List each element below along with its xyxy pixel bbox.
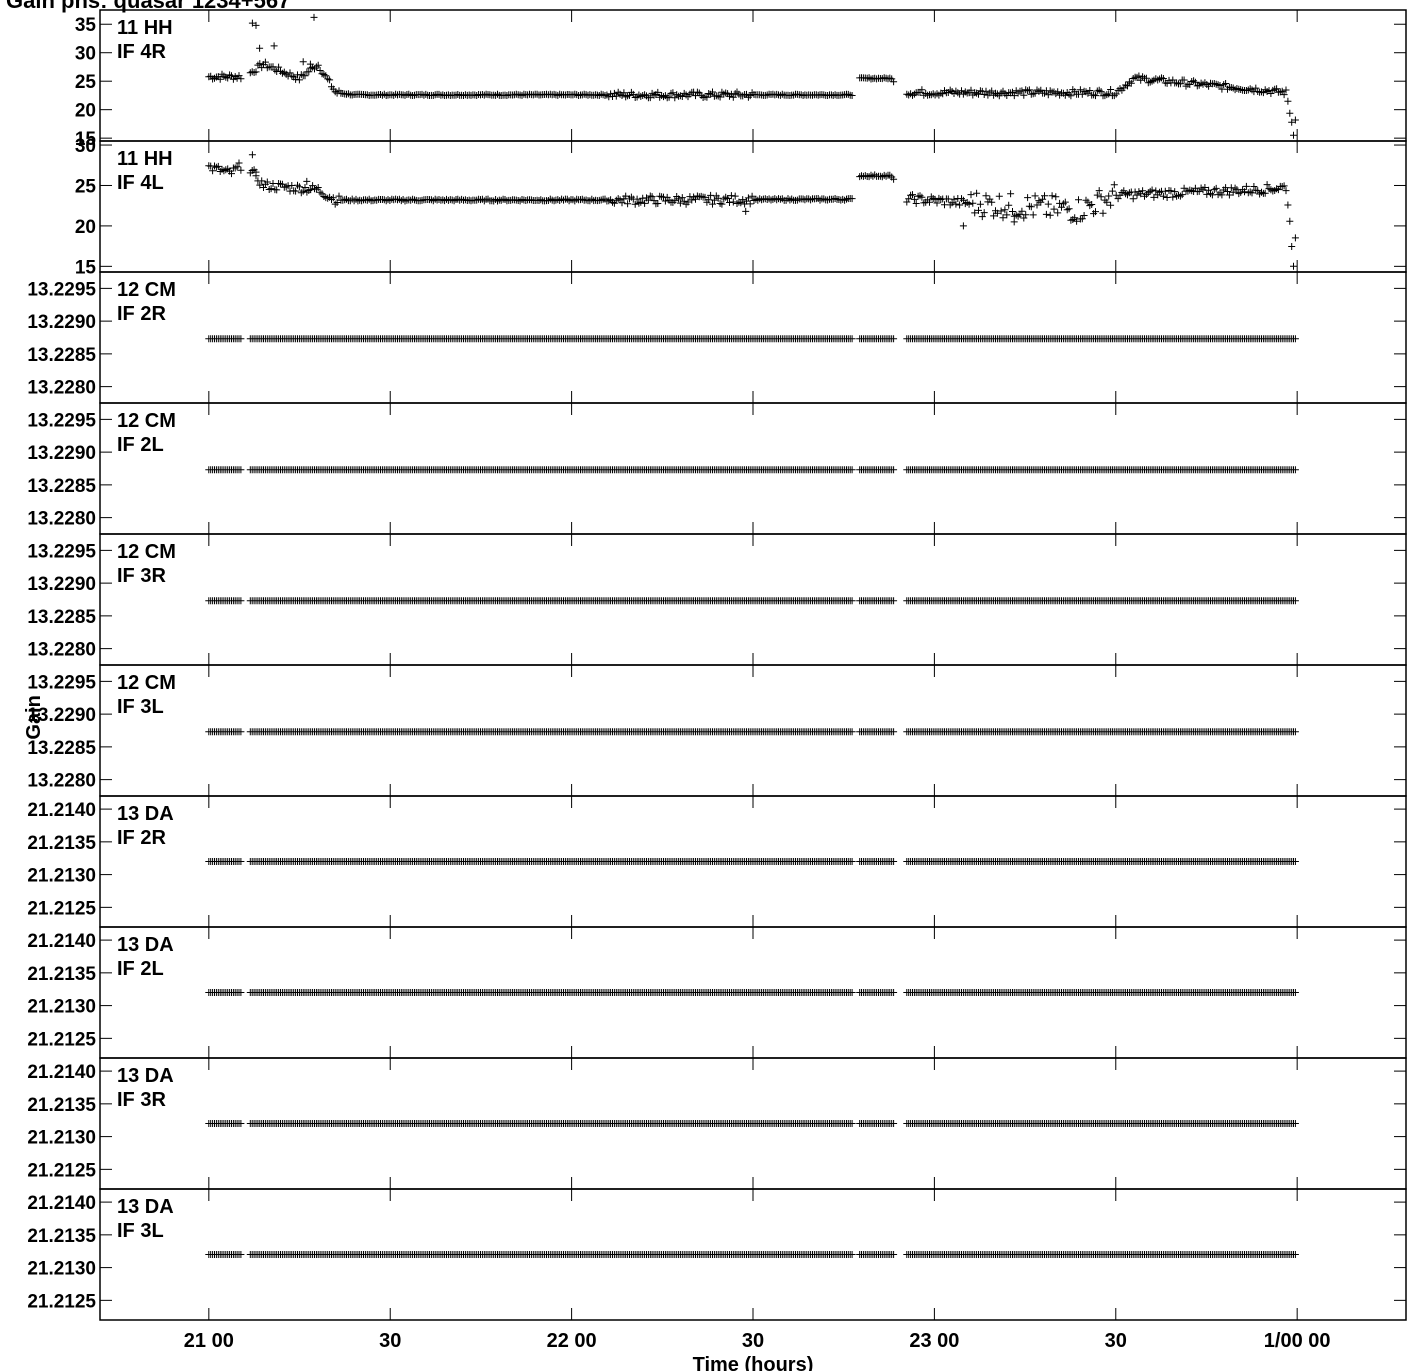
- y-tick-label: 21.2125: [27, 1160, 96, 1181]
- data-points: [205, 989, 1299, 996]
- y-tick-label: 13.2295: [27, 541, 96, 562]
- if-label: IF 4L: [117, 172, 164, 194]
- y-tick-label: 21.2135: [27, 1095, 96, 1116]
- x-tick-label: 21 00: [184, 1330, 234, 1352]
- y-tick-label: 30: [75, 136, 96, 157]
- if-label: IF 2L: [117, 958, 164, 980]
- y-tick-label: 13.2290: [27, 312, 96, 333]
- if-label: IF 2R: [117, 303, 166, 325]
- x-tick-label: 30: [379, 1330, 401, 1352]
- y-axis-label: Gain: [23, 695, 45, 739]
- x-tick-label: 1/00 00: [1264, 1330, 1331, 1352]
- y-tick-label: 13.2285: [27, 738, 96, 759]
- x-tick-label: 30: [1105, 1330, 1127, 1352]
- if-label: IF 3L: [117, 1220, 164, 1242]
- panel-frame: [99, 9, 1407, 142]
- antenna-label: 12 CM: [117, 672, 176, 694]
- if-label: IF 2R: [117, 827, 166, 849]
- if-label: IF 3R: [117, 565, 166, 587]
- antenna-label: 13 DA: [117, 934, 174, 956]
- antenna-label: 12 CM: [117, 541, 176, 563]
- data-points: [205, 151, 1299, 270]
- y-tick-label: 21.2140: [27, 800, 96, 821]
- y-tick-label: 13.2280: [27, 509, 96, 530]
- y-tick-label: 25: [75, 72, 97, 93]
- y-tick-label: 21.2140: [27, 1193, 96, 1214]
- x-tick-label: 23 00: [909, 1330, 959, 1352]
- y-tick-label: 21.2125: [27, 1029, 96, 1050]
- y-tick-label: 13.2280: [27, 378, 96, 399]
- antenna-label: 13 DA: [117, 1065, 174, 1087]
- data-points: [205, 466, 1299, 474]
- y-tick-label: 21.2130: [27, 866, 96, 887]
- y-tick-label: 13.2285: [27, 476, 96, 497]
- if-label: IF 3R: [117, 1089, 166, 1111]
- y-tick-label: 21.2130: [27, 997, 96, 1018]
- y-tick-label: 13.2290: [27, 705, 96, 726]
- y-tick-label: 21.2135: [27, 833, 96, 854]
- if-label: IF 2L: [117, 434, 164, 456]
- antenna-label: 13 DA: [117, 1196, 174, 1218]
- panel-frame: [99, 140, 1407, 273]
- y-tick-label: 20: [75, 217, 96, 238]
- data-points: [205, 858, 1299, 865]
- y-tick-label: 15: [75, 129, 97, 150]
- y-tick-label: 13.2285: [27, 345, 96, 366]
- y-tick-label: 13.2295: [27, 672, 96, 693]
- data-points: [205, 1251, 1299, 1258]
- y-tick-label: 21.2125: [27, 1291, 96, 1312]
- if-label: IF 3L: [117, 696, 164, 718]
- data-points: [205, 335, 1299, 343]
- y-tick-label: 21.2130: [27, 1259, 96, 1280]
- antenna-label: 12 CM: [117, 279, 176, 301]
- y-tick-label: 35: [75, 15, 97, 36]
- y-tick-label: 20: [75, 101, 96, 122]
- antenna-label: 11 HH: [117, 17, 173, 39]
- y-tick-label: 13.2295: [27, 410, 96, 431]
- data-points: [205, 1120, 1299, 1127]
- y-tick-label: 13.2280: [27, 640, 96, 661]
- if-label: IF 4R: [117, 41, 166, 63]
- y-tick-label: 30: [75, 44, 96, 65]
- y-tick-label: 15: [75, 257, 97, 278]
- antenna-label: 13 DA: [117, 803, 174, 825]
- y-tick-label: 13.2285: [27, 607, 96, 628]
- y-tick-label: 21.2140: [27, 1062, 96, 1083]
- x-axis-label: Time (hours): [693, 1354, 814, 1371]
- y-tick-label: 13.2290: [27, 574, 96, 595]
- y-tick-label: 25: [75, 176, 97, 197]
- antenna-label: 11 HH: [117, 148, 173, 170]
- y-tick-label: 21.2125: [27, 898, 96, 919]
- y-tick-label: 13.2290: [27, 443, 96, 464]
- data-points: [205, 597, 1299, 605]
- y-tick-label: 13.2280: [27, 771, 96, 792]
- data-points: [205, 728, 1299, 736]
- y-tick-label: 21.2130: [27, 1128, 96, 1149]
- y-tick-label: 21.2140: [27, 931, 96, 952]
- x-tick-label: 22 00: [547, 1330, 597, 1352]
- y-tick-label: 21.2135: [27, 1226, 96, 1247]
- data-points: [205, 13, 1299, 139]
- antenna-label: 12 CM: [117, 410, 176, 432]
- y-tick-label: 21.2135: [27, 964, 96, 985]
- x-tick-label: 30: [742, 1330, 764, 1352]
- y-tick-label: 13.2295: [27, 279, 96, 300]
